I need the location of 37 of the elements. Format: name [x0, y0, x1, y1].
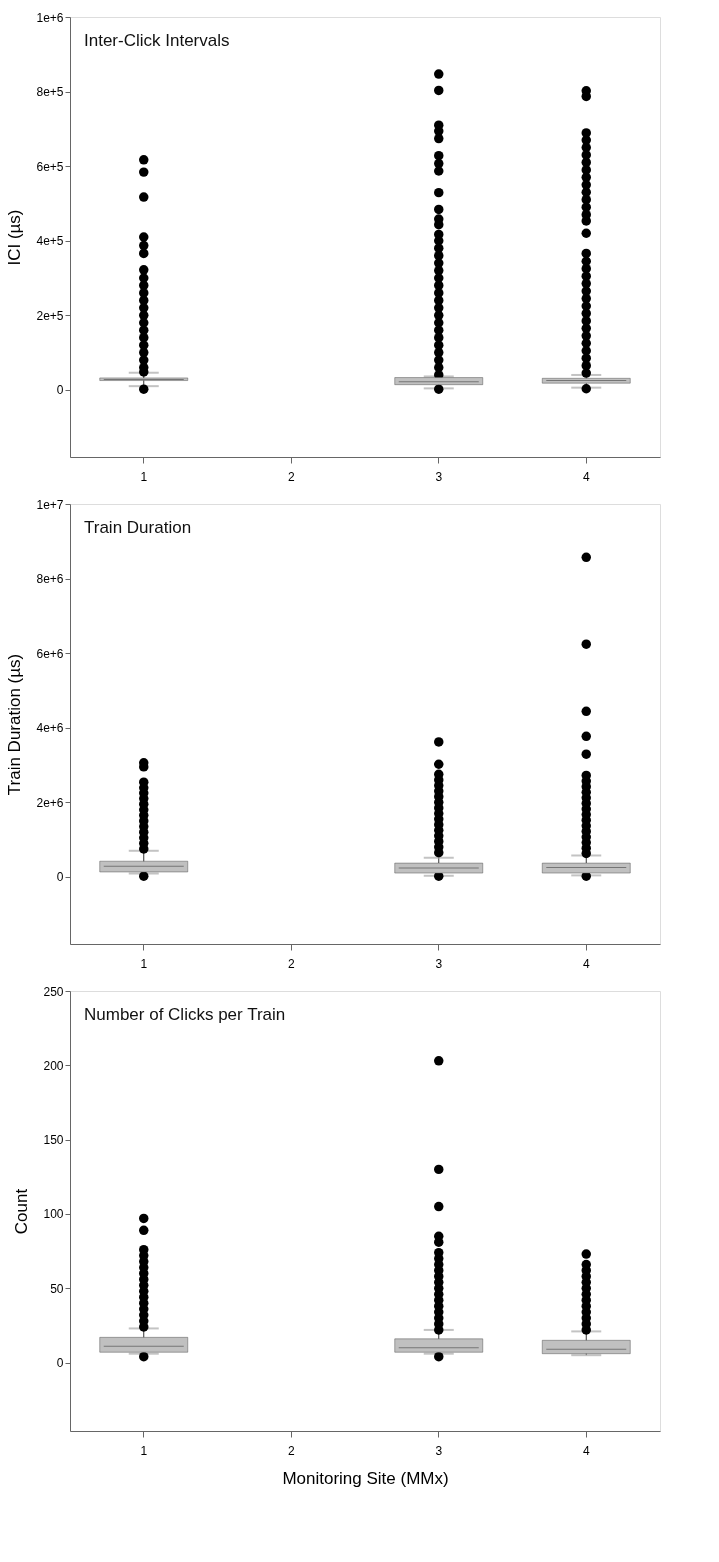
x-tick-label: 3 [435, 1443, 443, 1458]
text: Inter-Click Intervals [84, 31, 230, 50]
y-tick-label: 8e+5 [36, 85, 64, 100]
y-tick-label: 0 [56, 1356, 64, 1371]
y-axis-title: Train Duration (µs) [5, 653, 25, 796]
y-tick-label: 250 [43, 984, 64, 999]
x-tick-label: 2 [287, 956, 295, 971]
y-tick-label: 4e+6 [36, 721, 64, 736]
y-tick-label: 0 [56, 383, 64, 398]
y-tick-label: 1e+7 [36, 497, 64, 512]
y-tick-label: 200 [43, 1058, 64, 1073]
y-tick-label: 100 [43, 1207, 64, 1222]
x-axis-title: Monitoring Site (MMx) [282, 1468, 449, 1488]
y-tick-label: 2e+5 [36, 308, 64, 323]
x-tick-label: 2 [287, 1443, 295, 1458]
y-tick-label: 6e+5 [36, 159, 64, 174]
y-axis-title: ICI (µs) [5, 209, 25, 266]
text: Train Duration [84, 518, 192, 537]
y-tick-label: 0 [56, 870, 64, 885]
y-axis-title: Count [12, 1188, 32, 1235]
x-tick-label: 1 [140, 956, 148, 971]
y-tick-label: 4e+5 [36, 234, 64, 249]
y-tick-label: 6e+6 [36, 646, 64, 661]
x-tick-label: 4 [582, 1443, 590, 1458]
x-tick-label: 4 [582, 469, 590, 484]
y-tick-label: 8e+6 [36, 572, 64, 587]
x-tick-label: 2 [287, 469, 295, 484]
y-tick-label: 50 [50, 1281, 64, 1296]
x-tick-label: 3 [435, 469, 443, 484]
text: Number of Clicks per Train [84, 1005, 286, 1024]
y-tick-label: 2e+6 [36, 795, 64, 810]
x-tick-label: 3 [435, 956, 443, 971]
x-tick-label: 1 [140, 1443, 148, 1458]
y-tick-label: 1e+6 [36, 10, 64, 25]
x-tick-label: 1 [140, 469, 148, 484]
x-tick-label: 4 [582, 956, 590, 971]
y-tick-label: 150 [43, 1133, 64, 1148]
